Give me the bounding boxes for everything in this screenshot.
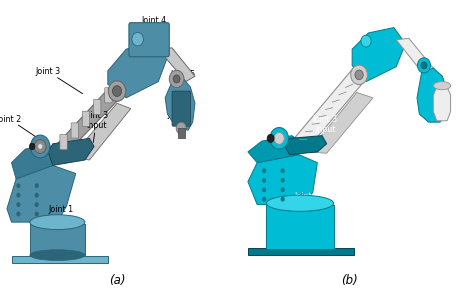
Circle shape bbox=[35, 183, 39, 188]
Circle shape bbox=[361, 35, 371, 47]
Circle shape bbox=[417, 58, 431, 73]
Polygon shape bbox=[12, 256, 108, 263]
Circle shape bbox=[16, 212, 21, 217]
Circle shape bbox=[176, 122, 186, 134]
FancyBboxPatch shape bbox=[82, 111, 90, 126]
FancyBboxPatch shape bbox=[266, 205, 334, 249]
Polygon shape bbox=[165, 79, 195, 130]
Polygon shape bbox=[308, 92, 373, 153]
Polygon shape bbox=[352, 28, 405, 82]
FancyBboxPatch shape bbox=[105, 88, 112, 103]
Text: (a): (a) bbox=[109, 274, 125, 287]
FancyBboxPatch shape bbox=[129, 23, 169, 57]
Circle shape bbox=[16, 193, 21, 198]
Circle shape bbox=[421, 62, 427, 69]
Text: Joint 2: Joint 2 bbox=[0, 115, 38, 138]
Circle shape bbox=[270, 128, 288, 149]
Circle shape bbox=[108, 81, 126, 101]
Circle shape bbox=[112, 86, 122, 97]
Circle shape bbox=[16, 202, 21, 207]
Text: Joint 3: Joint 3 bbox=[265, 62, 301, 85]
Circle shape bbox=[355, 70, 363, 80]
Circle shape bbox=[274, 132, 284, 144]
Polygon shape bbox=[178, 128, 185, 138]
Ellipse shape bbox=[433, 82, 451, 90]
Polygon shape bbox=[158, 48, 195, 82]
Circle shape bbox=[35, 193, 39, 198]
Text: Joint 6: Joint 6 bbox=[409, 108, 434, 124]
Circle shape bbox=[351, 65, 367, 85]
Polygon shape bbox=[108, 41, 168, 98]
FancyBboxPatch shape bbox=[71, 123, 79, 138]
Circle shape bbox=[262, 197, 266, 202]
Text: Joint 3: Joint 3 bbox=[36, 67, 82, 94]
Circle shape bbox=[169, 70, 184, 88]
Circle shape bbox=[34, 140, 46, 154]
Circle shape bbox=[280, 178, 285, 183]
Polygon shape bbox=[248, 248, 354, 255]
Polygon shape bbox=[248, 155, 317, 205]
FancyBboxPatch shape bbox=[30, 224, 85, 256]
Text: Joint 2: Joint 2 bbox=[231, 110, 277, 135]
Polygon shape bbox=[7, 165, 76, 222]
Text: Joint 5: Joint 5 bbox=[171, 70, 196, 87]
Text: Joint 1: Joint 1 bbox=[48, 205, 73, 219]
Text: Joint 4: Joint 4 bbox=[365, 16, 390, 39]
Polygon shape bbox=[12, 144, 58, 179]
Polygon shape bbox=[417, 68, 447, 122]
Circle shape bbox=[35, 202, 39, 207]
Circle shape bbox=[262, 178, 266, 183]
Text: Joint 6: Joint 6 bbox=[168, 110, 193, 124]
Ellipse shape bbox=[266, 195, 334, 211]
Polygon shape bbox=[285, 136, 327, 155]
Circle shape bbox=[132, 32, 143, 46]
Polygon shape bbox=[71, 103, 131, 160]
Text: Joint 5: Joint 5 bbox=[407, 51, 432, 71]
Circle shape bbox=[16, 183, 21, 188]
FancyBboxPatch shape bbox=[94, 99, 101, 115]
Polygon shape bbox=[48, 138, 94, 165]
FancyBboxPatch shape bbox=[172, 91, 190, 126]
Polygon shape bbox=[248, 136, 304, 163]
Ellipse shape bbox=[30, 215, 85, 230]
Circle shape bbox=[280, 187, 285, 192]
Circle shape bbox=[30, 135, 50, 158]
Circle shape bbox=[35, 212, 39, 217]
Circle shape bbox=[29, 143, 35, 150]
Polygon shape bbox=[433, 87, 451, 121]
Circle shape bbox=[267, 134, 274, 143]
Text: Joint 1: Joint 1 bbox=[294, 192, 320, 206]
Circle shape bbox=[280, 197, 285, 202]
Circle shape bbox=[262, 187, 266, 192]
Text: Joint 3
input: Joint 3 input bbox=[313, 115, 338, 148]
Circle shape bbox=[38, 144, 43, 149]
Polygon shape bbox=[294, 67, 373, 140]
Circle shape bbox=[262, 168, 266, 173]
Text: Joint 4: Joint 4 bbox=[141, 16, 166, 39]
Ellipse shape bbox=[30, 250, 85, 260]
Polygon shape bbox=[58, 84, 131, 144]
Circle shape bbox=[280, 168, 285, 173]
Text: (b): (b) bbox=[342, 274, 358, 287]
Polygon shape bbox=[396, 38, 436, 76]
Text: Joint 3
input: Joint 3 input bbox=[84, 111, 109, 142]
FancyBboxPatch shape bbox=[60, 135, 67, 150]
Circle shape bbox=[173, 75, 180, 83]
